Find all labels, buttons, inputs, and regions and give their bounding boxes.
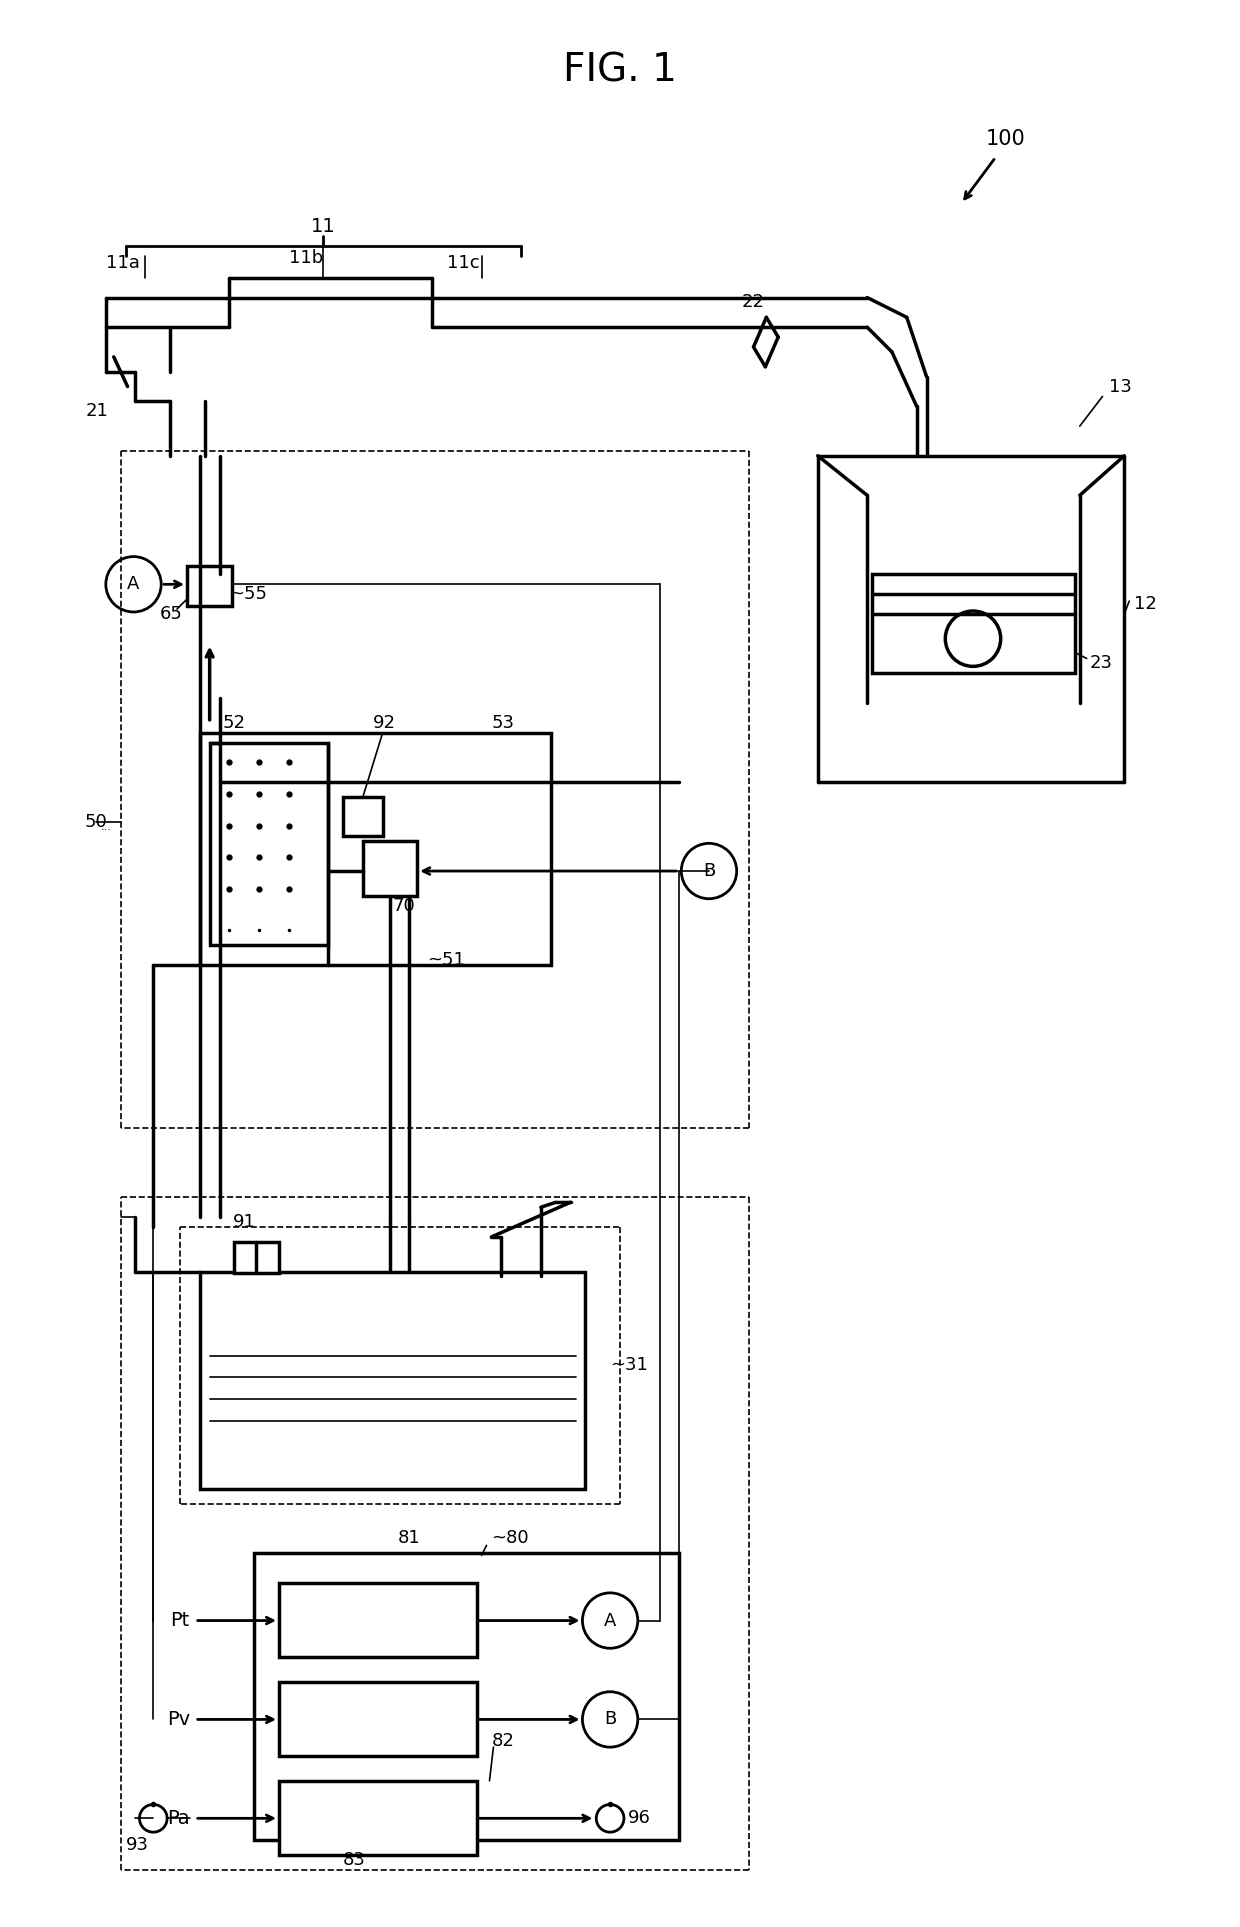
Text: 11a: 11a [105, 254, 140, 272]
Text: ~80: ~80 [491, 1530, 529, 1547]
Text: 21: 21 [86, 403, 109, 420]
Bar [210, 742, 329, 946]
Circle shape [105, 557, 161, 613]
Text: 13: 13 [1110, 378, 1132, 395]
Text: 11b: 11b [289, 249, 322, 268]
Circle shape [945, 611, 1001, 667]
Text: Pv: Pv [166, 1709, 190, 1729]
Text: 50: 50 [84, 813, 107, 831]
Bar [254, 1553, 680, 1840]
Text: 53: 53 [491, 713, 515, 732]
Text: Pa: Pa [167, 1809, 190, 1829]
Text: ~31: ~31 [610, 1357, 649, 1374]
Bar [234, 1241, 279, 1274]
Text: FIG. 1: FIG. 1 [563, 52, 677, 89]
Text: 83: 83 [343, 1850, 366, 1869]
Text: 91: 91 [232, 1214, 255, 1231]
Circle shape [139, 1804, 167, 1833]
Text: 70: 70 [393, 896, 415, 915]
Circle shape [596, 1804, 624, 1833]
Circle shape [583, 1594, 637, 1648]
Text: 82: 82 [491, 1732, 515, 1750]
Text: ...: ... [100, 821, 112, 832]
Text: 81: 81 [398, 1530, 420, 1547]
Text: 100: 100 [986, 129, 1025, 148]
Text: 22: 22 [742, 293, 765, 312]
Bar [279, 1781, 476, 1856]
Text: 92: 92 [373, 713, 396, 732]
Text: 96: 96 [627, 1809, 651, 1827]
Circle shape [681, 844, 737, 898]
Bar [187, 567, 232, 607]
Bar [200, 1272, 585, 1490]
Bar [872, 574, 1075, 673]
Text: 11c: 11c [446, 254, 480, 272]
Text: 52: 52 [222, 713, 246, 732]
Text: 65: 65 [160, 605, 184, 622]
Text: B: B [703, 861, 715, 881]
Text: B: B [604, 1711, 616, 1729]
Text: ~51: ~51 [428, 952, 465, 969]
Text: ~55: ~55 [229, 586, 268, 603]
Bar [343, 798, 383, 836]
Text: A: A [128, 576, 140, 594]
Bar [279, 1682, 476, 1755]
Circle shape [583, 1692, 637, 1748]
Bar [363, 842, 418, 896]
Text: 23: 23 [1090, 655, 1112, 673]
Text: 12: 12 [1135, 595, 1157, 613]
Text: A: A [604, 1611, 616, 1630]
Text: 11: 11 [311, 218, 336, 235]
Bar [279, 1582, 476, 1657]
Bar [200, 732, 551, 965]
Text: Pt: Pt [171, 1611, 190, 1630]
Text: 93: 93 [125, 1836, 149, 1854]
